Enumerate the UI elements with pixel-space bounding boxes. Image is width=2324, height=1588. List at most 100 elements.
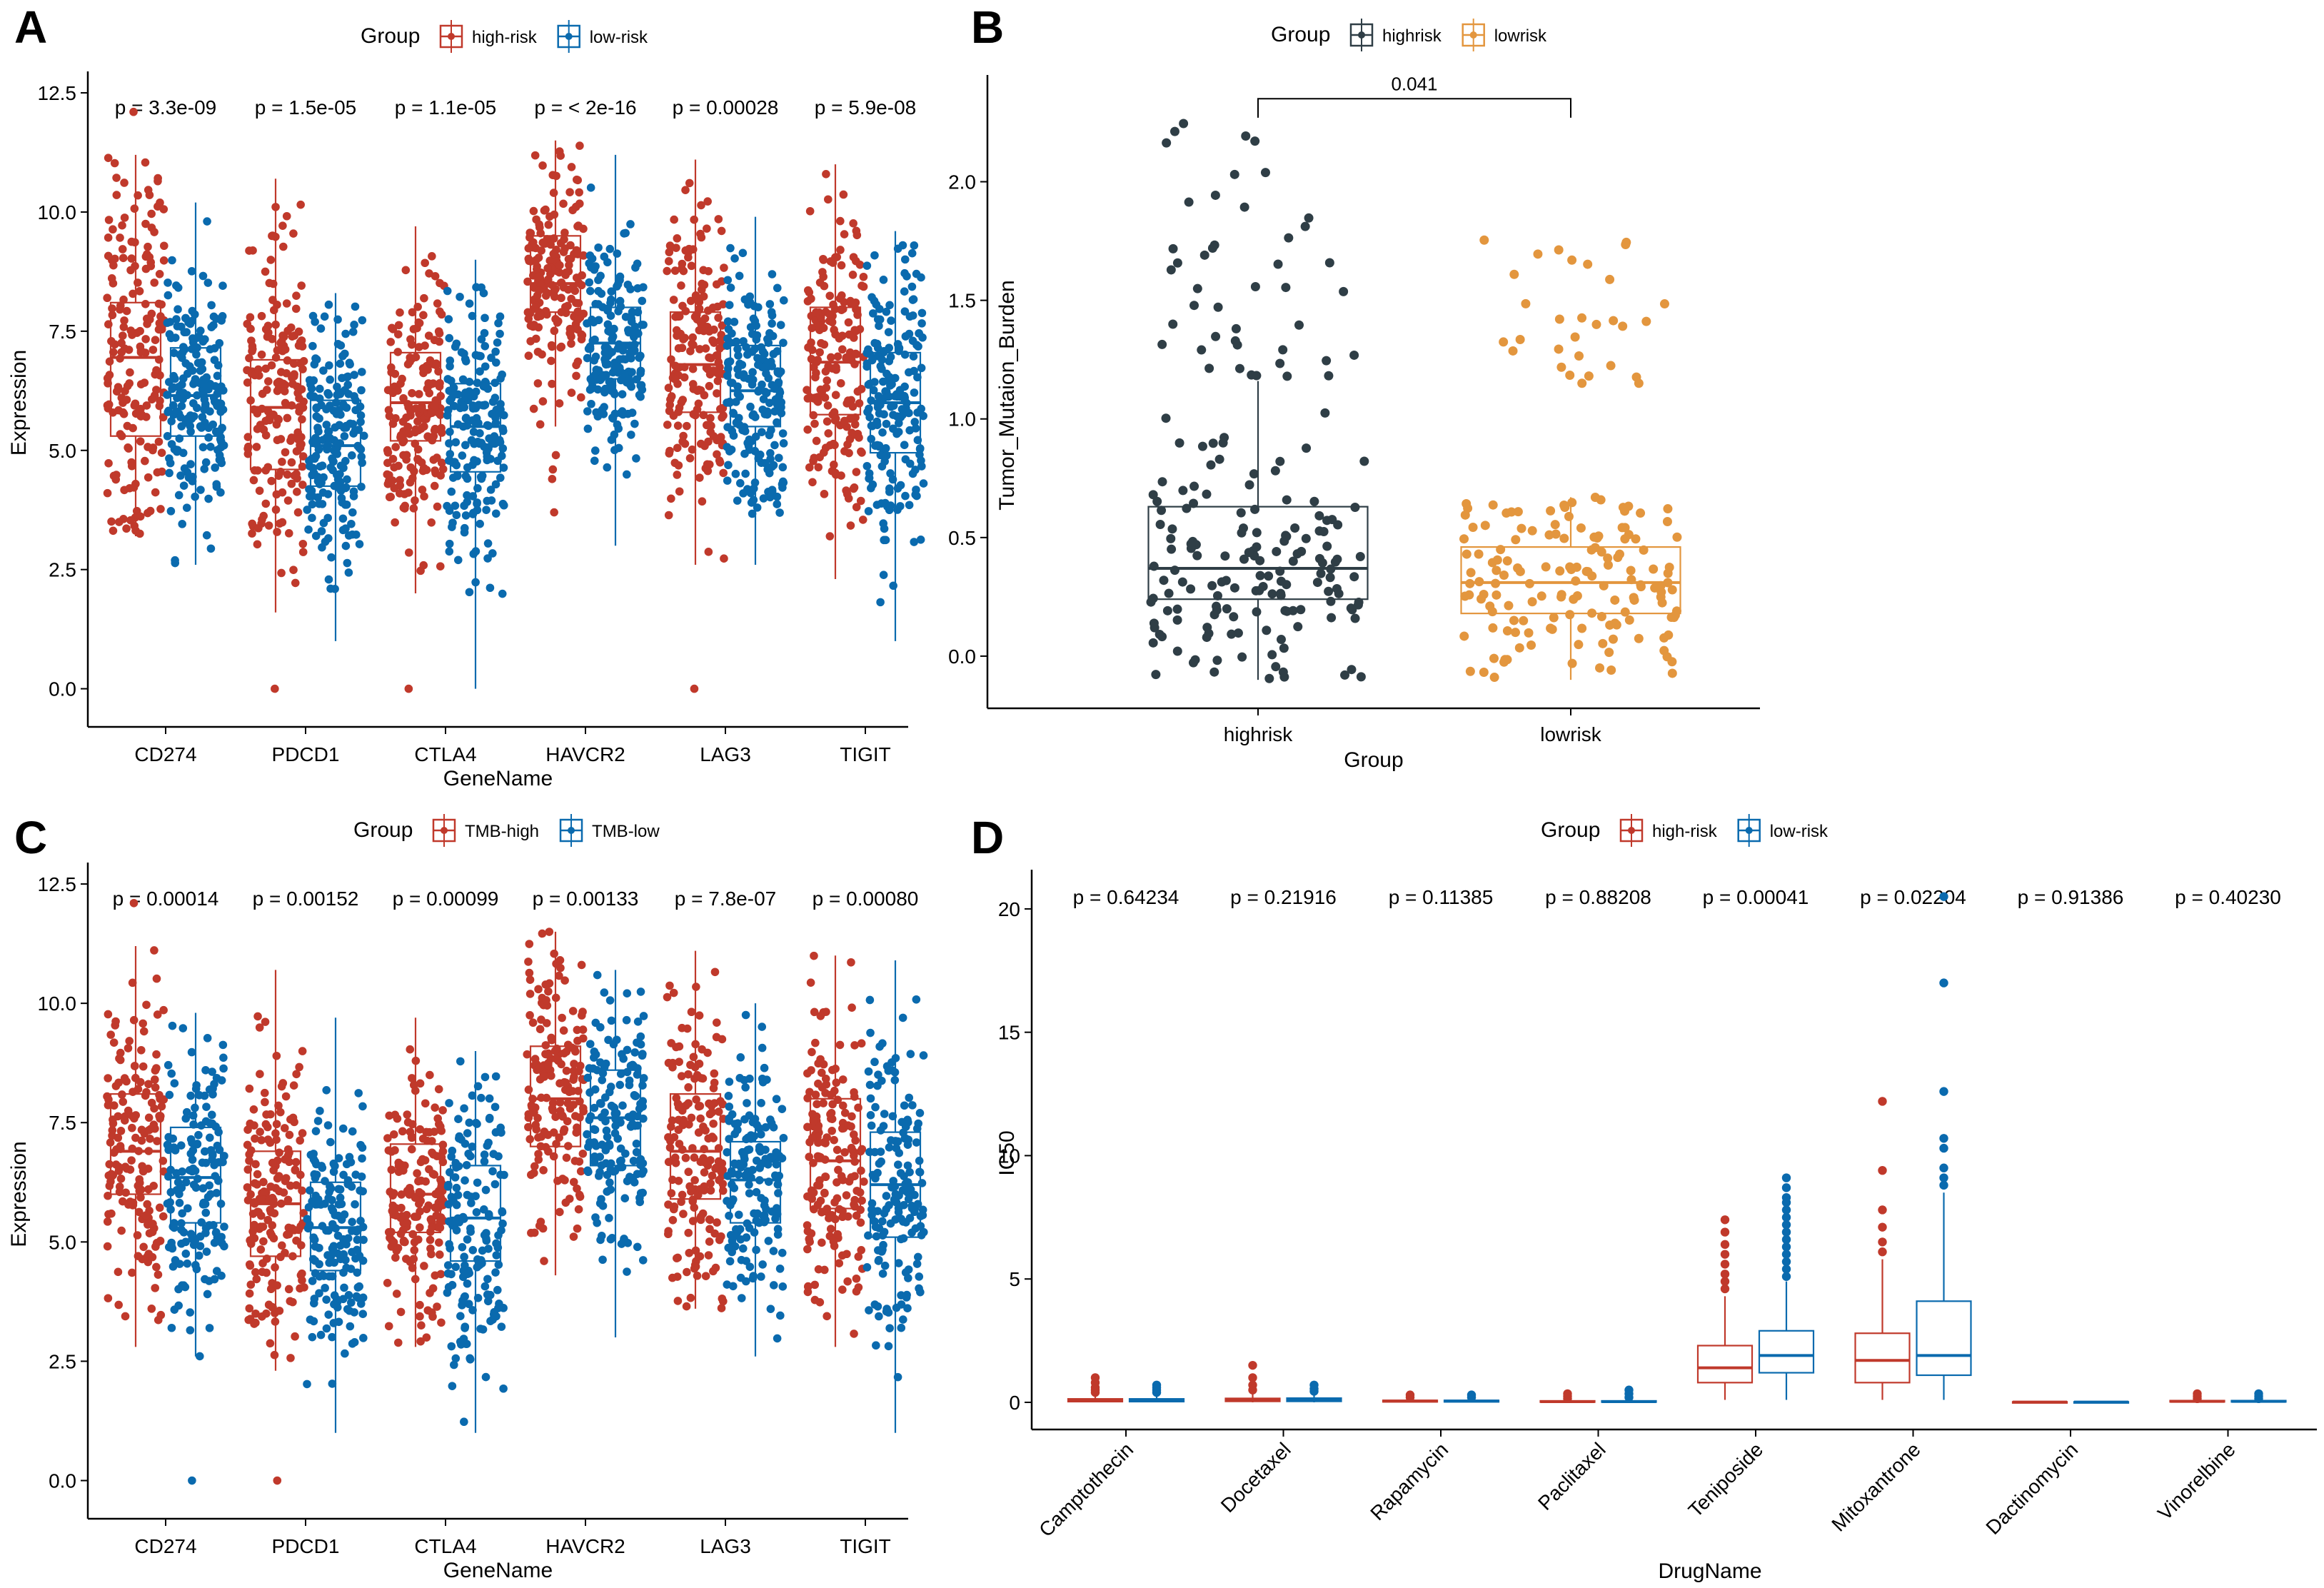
data-point: [862, 1263, 872, 1272]
points-TMB-high-HAVCR2: [523, 928, 588, 1265]
data-point: [815, 348, 824, 357]
data-point: [887, 316, 895, 325]
data-point: [810, 1205, 818, 1214]
data-point: [679, 266, 688, 276]
data-point: [584, 1167, 593, 1177]
data-point: [472, 1207, 481, 1217]
data-point: [845, 353, 854, 363]
data-point: [1222, 604, 1232, 614]
data-point: [159, 1157, 168, 1165]
data-point: [498, 444, 508, 453]
data-point: [106, 1138, 115, 1147]
data-point: [709, 432, 718, 441]
data-point: [529, 206, 538, 216]
data-point: [892, 1303, 901, 1312]
data-point: [667, 392, 676, 401]
data-point: [491, 347, 500, 356]
data-point: [253, 1012, 262, 1021]
outlier-point: [1300, 221, 1310, 231]
data-point: [291, 1166, 300, 1175]
data-point: [137, 1125, 146, 1135]
data-point: [901, 455, 910, 464]
data-point: [760, 458, 770, 468]
data-point: [278, 457, 286, 466]
data-point: [532, 265, 541, 273]
data-point: [351, 406, 360, 415]
data-point: [251, 1309, 260, 1318]
data-point: [548, 342, 556, 351]
data-point: [819, 1099, 828, 1107]
data-point: [664, 511, 673, 520]
data-point: [258, 1195, 267, 1204]
data-point: [118, 221, 126, 230]
data-point: [169, 371, 178, 381]
data-point: [151, 1284, 160, 1292]
data-point: [336, 461, 346, 471]
data-point: [451, 1262, 461, 1272]
points-TMB-low-PDCD1: [303, 1086, 368, 1389]
data-point: [1151, 670, 1161, 680]
data-point: [540, 1072, 549, 1081]
data-point: [808, 323, 817, 333]
data-point: [764, 1237, 773, 1245]
points-high-risk-TIGIT: [803, 169, 868, 541]
data-point: [745, 1145, 754, 1154]
data-point: [409, 1255, 418, 1263]
outlier-point: [1621, 239, 1631, 249]
data-point: [461, 1261, 469, 1270]
data-point: [878, 1245, 887, 1255]
data-point: [549, 234, 558, 243]
data-point: [738, 1244, 748, 1253]
data-point: [1496, 545, 1506, 555]
data-point: [573, 315, 583, 324]
p-value-TIGIT: p = 5.9e-08: [815, 96, 916, 119]
data-point: [341, 349, 349, 358]
data-point: [322, 1295, 331, 1304]
data-point: [175, 1198, 184, 1207]
data-point: [867, 421, 876, 431]
data-point: [852, 231, 862, 240]
data-point: [116, 305, 124, 314]
x-tick-label-HAVCR2: HAVCR2: [545, 743, 625, 765]
data-point: [718, 1294, 727, 1303]
data-point: [359, 431, 368, 441]
data-point: [725, 1077, 734, 1086]
data-point: [168, 1262, 178, 1271]
data-point: [118, 245, 127, 253]
data-point: [770, 441, 779, 450]
data-point: [839, 190, 848, 199]
data-point: [451, 1173, 460, 1182]
data-point: [413, 445, 423, 454]
data-point: [708, 336, 717, 345]
points-low-risk-TIGIT: [862, 241, 928, 607]
data-point: [182, 328, 191, 336]
data-point: [888, 1112, 897, 1121]
points-TMB-high-TIGIT: [803, 951, 868, 1338]
data-point: [700, 1168, 709, 1177]
data-point: [699, 326, 708, 336]
data-point: [425, 1127, 434, 1137]
data-point: [755, 1145, 764, 1155]
data-point: [889, 581, 897, 591]
data-point: [715, 1235, 724, 1245]
data-point: [189, 1120, 198, 1129]
data-point: [585, 286, 595, 296]
data-point: [1596, 547, 1606, 557]
data-point: [178, 395, 187, 403]
data-point: [1252, 542, 1262, 552]
data-point: [626, 1061, 635, 1070]
data-point: [803, 286, 813, 295]
data-point: [277, 1241, 286, 1250]
data-point: [900, 268, 909, 278]
x-tick-label-Mitoxantrone: Mitoxantrone: [1827, 1438, 1924, 1535]
data-point: [1212, 655, 1222, 665]
data-point: [622, 1015, 631, 1025]
data-point: [916, 1222, 925, 1230]
data-point: [1288, 605, 1298, 615]
data-point: [525, 1011, 534, 1020]
data-point: [573, 250, 583, 258]
data-point: [818, 268, 827, 276]
data-point: [606, 1082, 615, 1091]
data-point: [126, 516, 135, 525]
data-point: [461, 511, 471, 520]
